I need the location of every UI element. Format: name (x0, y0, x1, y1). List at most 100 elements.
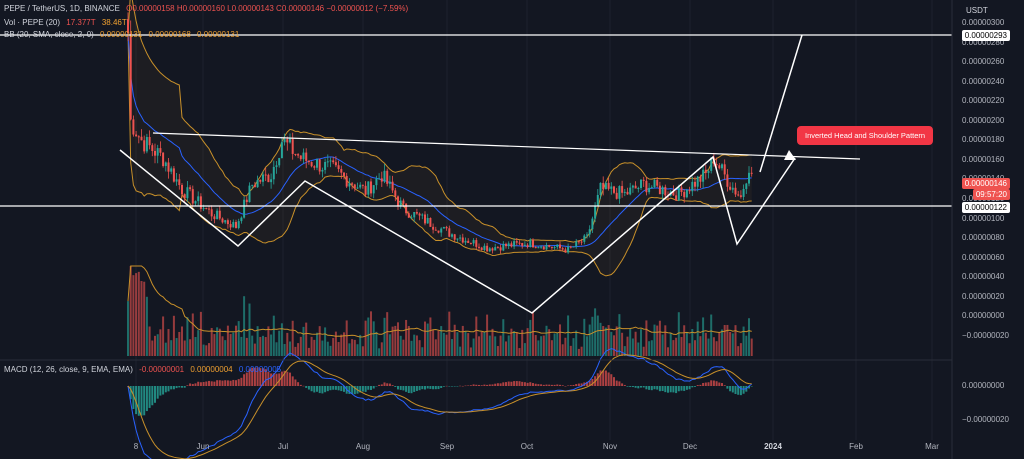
volume-bar (143, 281, 146, 356)
candle (367, 181, 370, 195)
candle (424, 214, 426, 224)
candle (653, 179, 656, 188)
macd-histogram-bar (334, 386, 337, 390)
macd-histogram-bar (210, 381, 213, 386)
currency-label[interactable]: USDT (966, 6, 988, 15)
macd-histogram-bar (445, 385, 448, 387)
pattern-annotation[interactable]: Inverted Head and Shoulder Pattern (797, 126, 934, 145)
candle (243, 199, 246, 218)
price-tick-label: 0.00000280 (962, 37, 1005, 47)
macd-histogram-bar (208, 380, 210, 386)
volume-bar (521, 329, 524, 356)
macd-histogram-bar (383, 382, 386, 386)
candle (372, 185, 375, 194)
macd-histogram-bar (634, 386, 637, 388)
candle (656, 179, 659, 186)
candle (326, 161, 329, 163)
macd-histogram-bar (642, 386, 645, 388)
macd-histogram-bar (721, 383, 723, 386)
volume-bar (694, 340, 696, 356)
macd-histogram-bar (515, 381, 518, 386)
volume-bar (353, 339, 356, 356)
bb-label: BB (20, SMA, close, 2, 0) (4, 30, 94, 39)
volume-bar (210, 327, 213, 356)
macd-histogram-bar (559, 384, 561, 386)
candle (237, 221, 240, 228)
candle (664, 186, 667, 196)
candle (224, 220, 227, 223)
candle (548, 245, 551, 247)
macd-histogram-bar (548, 384, 551, 386)
macd-histogram-bar (426, 386, 429, 389)
volume-bar (310, 336, 313, 356)
macd-histogram-bar (399, 386, 402, 390)
volume-bar (391, 326, 394, 356)
candle (540, 246, 543, 248)
macd-histogram-bar (683, 386, 686, 391)
candle (313, 166, 316, 168)
macd-histogram-bar (262, 368, 264, 386)
macd-histogram-bar (442, 386, 445, 387)
volume-bar (510, 328, 513, 356)
macd-label: MACD (12, 26, close, 9, EMA, EMA) (4, 365, 133, 374)
macd-histogram-bar (305, 386, 308, 388)
candle (513, 241, 516, 247)
candle (596, 194, 599, 207)
macd-histogram-bar (553, 384, 556, 386)
volume-bar (499, 335, 502, 356)
macd-histogram-bar (507, 381, 510, 386)
macd-histogram-bar (478, 384, 480, 386)
volume-bar (240, 336, 243, 356)
volume-bar (496, 346, 499, 356)
candle (672, 191, 675, 196)
candle (132, 119, 135, 135)
candle (445, 226, 448, 229)
volume-bar (232, 332, 235, 356)
volume-bar (540, 336, 543, 356)
volume-bar (653, 324, 656, 356)
volume-bar (278, 330, 281, 356)
candle (707, 170, 710, 173)
candle (262, 174, 264, 182)
macd-histogram-bar (162, 386, 165, 395)
time-tick-label: Sep (439, 442, 455, 451)
macd-histogram-bar (685, 386, 688, 390)
macd-legend: MACD (12, 26, close, 9, EMA, EMA) -0.000… (4, 365, 285, 374)
volume-bar (739, 343, 742, 356)
candle (677, 187, 680, 201)
candle (213, 216, 216, 220)
volume-bar (253, 343, 256, 356)
candle (658, 185, 661, 195)
candle (640, 179, 642, 189)
macd-histogram-bar (502, 382, 505, 386)
volume-bar (189, 339, 192, 356)
candle (140, 136, 143, 141)
volume-bar (218, 328, 221, 356)
volume-bar (737, 346, 740, 356)
macd-histogram-bar (510, 381, 513, 386)
volume-bar (318, 326, 321, 356)
candle (129, 33, 132, 120)
candle (453, 234, 456, 240)
macd-histogram-bar (664, 386, 667, 393)
candle (675, 195, 678, 201)
candle (421, 214, 424, 216)
candle (599, 182, 602, 195)
volume-bar (356, 344, 359, 356)
candle (329, 160, 332, 162)
candle (370, 181, 372, 194)
macd-histogram-bar (591, 378, 594, 386)
volume-bar (429, 317, 432, 356)
candle (264, 174, 267, 176)
macd-histogram-bar (464, 385, 467, 387)
macd-histogram-bar (251, 367, 254, 386)
candle (343, 172, 345, 176)
candle (739, 195, 742, 197)
candle (459, 237, 462, 239)
candle (569, 246, 572, 248)
volume-bar (413, 334, 416, 356)
volume-bar (324, 327, 327, 356)
price-tick-label: 0.00000220 (962, 96, 1005, 106)
candle (172, 168, 175, 182)
